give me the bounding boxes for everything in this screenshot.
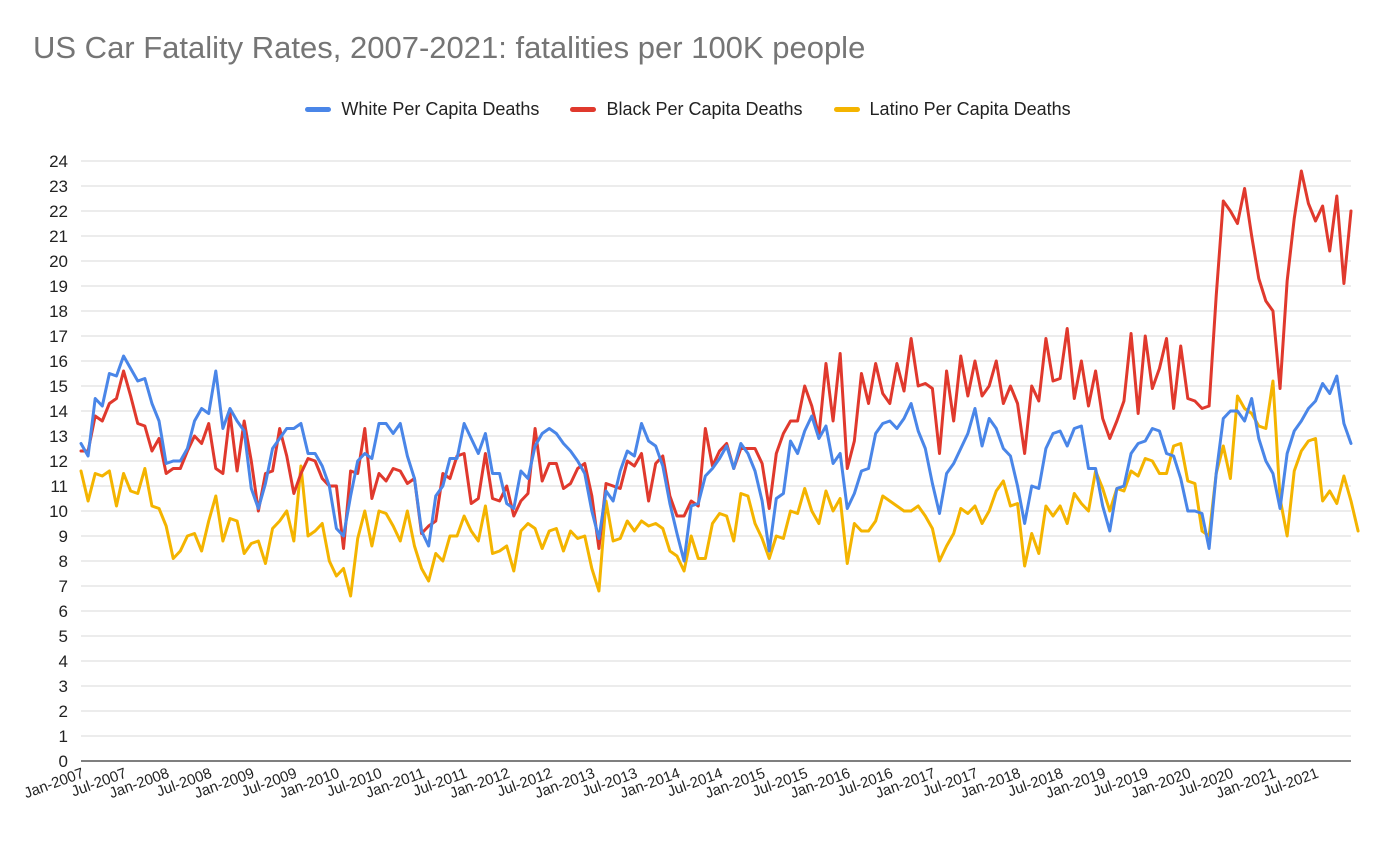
legend-item-latino[interactable]: Latino Per Capita Deaths xyxy=(833,99,1071,120)
y-tick-label: 23 xyxy=(49,177,68,196)
y-tick-label: 11 xyxy=(50,477,68,496)
y-tick-label: 21 xyxy=(49,227,68,246)
y-tick-label: 17 xyxy=(49,327,68,346)
y-tick-label: 0 xyxy=(59,752,68,771)
y-tick-label: 1 xyxy=(59,727,68,746)
legend-label-black: Black Per Capita Deaths xyxy=(606,99,803,119)
legend-item-black[interactable]: Black Per Capita Deaths xyxy=(570,99,803,120)
y-tick-label: 18 xyxy=(49,302,68,321)
chart-legend: White Per Capita Deaths Black Per Capita… xyxy=(0,96,1376,120)
y-tick-label: 24 xyxy=(49,152,68,171)
y-tick-label: 14 xyxy=(49,402,68,421)
y-tick-label: 22 xyxy=(49,202,68,221)
series-line-white[interactable] xyxy=(79,354,1353,563)
legend-swatch-black xyxy=(570,107,597,112)
y-tick-label: 13 xyxy=(49,427,68,446)
legend-item-white[interactable]: White Per Capita Deaths xyxy=(305,99,539,120)
legend-label-white: White Per Capita Deaths xyxy=(341,99,540,119)
y-tick-label: 16 xyxy=(49,352,68,371)
y-tick-label: 20 xyxy=(49,252,68,271)
y-tick-label: 19 xyxy=(49,277,68,296)
y-tick-label: 7 xyxy=(59,577,68,596)
series-line-latino[interactable] xyxy=(79,379,1360,598)
series-line-black[interactable] xyxy=(79,169,1353,550)
y-tick-label: 8 xyxy=(59,552,68,571)
y-tick-label: 5 xyxy=(59,627,68,646)
legend-label-latino: Latino Per Capita Deaths xyxy=(869,99,1071,119)
y-tick-label: 12 xyxy=(49,452,68,471)
y-tick-label: 2 xyxy=(59,702,68,721)
y-tick-label: 9 xyxy=(59,527,68,546)
y-tick-label: 3 xyxy=(59,677,68,696)
y-tick-label: 15 xyxy=(49,377,68,396)
chart-series xyxy=(79,169,1360,598)
x-axis-ticks: Jan-2007Jul-2007Jan-2008Jul-2008Jan-2009… xyxy=(22,765,1321,802)
legend-swatch-white xyxy=(305,107,332,112)
y-tick-label: 4 xyxy=(59,652,68,671)
chart-title: US Car Fatality Rates, 2007-2021: fatali… xyxy=(33,30,866,65)
legend-swatch-latino xyxy=(833,107,860,112)
y-tick-label: 6 xyxy=(59,602,68,621)
y-tick-label: 10 xyxy=(49,502,68,521)
